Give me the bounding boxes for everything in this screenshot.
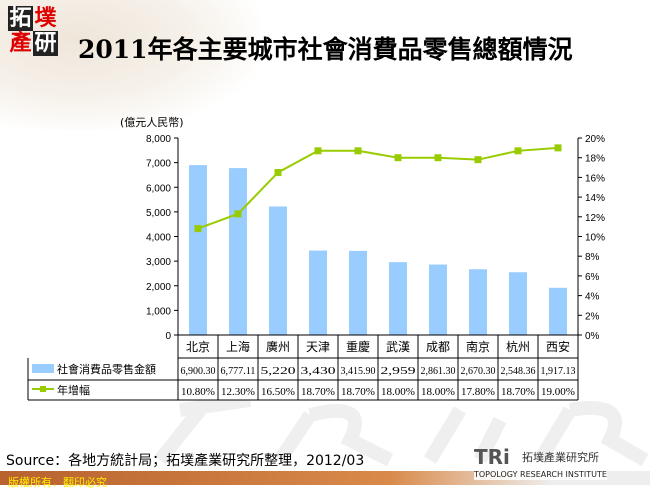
bar-value: 2,861.30: [421, 366, 456, 377]
line-marker: [354, 147, 362, 155]
brand-name: 拓墣產業研究所: [522, 451, 599, 464]
legend-line-marker: [40, 386, 46, 392]
category-label: 成都: [426, 340, 450, 354]
bar: [269, 206, 287, 335]
bar: [429, 264, 447, 335]
growth-value: 18.70%: [341, 387, 375, 398]
line-marker: [554, 144, 562, 152]
category-label: 西安: [546, 339, 570, 354]
bar-value: 5,220: [261, 366, 296, 377]
category-label: 北京: [186, 340, 210, 354]
watermark: [154, 400, 649, 467]
line-marker: [194, 225, 202, 233]
page-title: 2011年各主要城市社會消費品零售總額情況: [78, 35, 573, 64]
bar-value: 2,670.30: [461, 366, 496, 377]
copyright: 版權所有．翻印必究: [8, 476, 107, 489]
growth-value: 17.80%: [461, 387, 495, 398]
right-tick-label: 20%: [585, 134, 605, 145]
bar: [389, 262, 407, 335]
right-tick-label: 6%: [585, 272, 600, 283]
line-marker: [434, 154, 442, 162]
brand-english: TOPOLOGY RESEARCH INSTITUTE: [474, 470, 607, 480]
right-tick-label: 16%: [585, 173, 605, 184]
logo-char: 研: [33, 30, 58, 56]
bar: [229, 168, 247, 335]
category-label: 上海: [226, 339, 250, 354]
bar: [189, 165, 207, 335]
line-marker: [234, 210, 242, 218]
left-tick-label: 7,000: [146, 159, 171, 170]
left-tick-label: 8,000: [146, 134, 171, 145]
bar: [469, 269, 487, 335]
bar: [509, 272, 527, 335]
right-tick-label: 4%: [585, 292, 600, 303]
line-marker: [394, 154, 402, 162]
growth-value: 18.70%: [301, 387, 335, 398]
bar: [349, 250, 367, 335]
logo: 拓墣產研: [8, 6, 58, 56]
bar-value: 1,917.13: [541, 366, 576, 377]
growth-line: [197, 146, 559, 230]
line-marker: [474, 156, 482, 164]
left-tick-label: 6,000: [146, 183, 171, 194]
growth-value: 18.00%: [381, 387, 415, 398]
legend-bar-label: 社會消費品零售金額: [57, 362, 156, 376]
bar: [309, 250, 327, 335]
left-tick-label: 2,000: [146, 282, 171, 293]
right-tick-label: 12%: [585, 213, 605, 224]
legend-bar-swatch: [32, 364, 54, 373]
category-label: 武漢: [386, 340, 410, 354]
left-tick-label: 1,000: [146, 306, 171, 317]
growth-value: 12.30%: [221, 387, 255, 398]
category-label: 廣州: [266, 340, 290, 354]
bar-value: 2,548.36: [501, 366, 536, 377]
y-axis-unit: (億元人民幣): [120, 116, 184, 129]
chart: 0 1,000 2,000 3,000 4,000 5,000 6,000 7,000 8,00…: [27, 134, 605, 401]
brand-tri: TRi: [474, 445, 510, 469]
right-tick-label: 0%: [585, 331, 600, 342]
right-tick-label: 10%: [585, 233, 605, 244]
brand-logo: TRi 拓墣產業研究所 TOPOLOGY RESEARCH INSTITUTE: [474, 446, 644, 484]
growth-value: 18.70%: [501, 387, 535, 398]
bar-value: 3,415.90: [341, 366, 376, 377]
right-tick-label: 8%: [585, 252, 600, 263]
line-marker: [514, 147, 522, 155]
line-marker: [314, 147, 322, 155]
legend-line-label: 年增幅: [57, 383, 90, 397]
growth-value: 19.00%: [541, 387, 575, 398]
logo-char: 產: [9, 30, 32, 56]
background-map: [0, 0, 260, 130]
category-label: 天津: [306, 340, 330, 354]
growth-value: 18.00%: [421, 387, 455, 398]
line-marker: [274, 168, 282, 176]
left-tick-label: 3,000: [146, 257, 171, 268]
growth-value: 10.80%: [181, 387, 215, 398]
source-note: Source：各地方統計局；拓墣產業研究所整理，2012/03: [6, 453, 365, 469]
bar-value: 3,430: [301, 366, 336, 377]
bar: [549, 287, 567, 335]
bar-value: 6,900.30: [181, 366, 216, 377]
left-tick-label: 0: [165, 331, 171, 342]
bar-value: 2,959: [381, 366, 416, 377]
right-tick-label: 18%: [585, 154, 605, 165]
growth-value: 16.50%: [261, 387, 295, 398]
category-label: 重慶: [346, 340, 370, 354]
right-tick-label: 14%: [585, 193, 605, 204]
bar-value: 6,777.11: [221, 366, 256, 377]
category-label: 南京: [466, 339, 490, 354]
logo-char: 墣: [34, 5, 57, 31]
left-tick-label: 4,000: [146, 233, 171, 244]
left-tick-label: 5,000: [146, 208, 171, 219]
right-tick-label: 2%: [585, 311, 600, 322]
logo-char: 拓: [8, 5, 33, 31]
category-label: 杭州: [506, 339, 530, 354]
